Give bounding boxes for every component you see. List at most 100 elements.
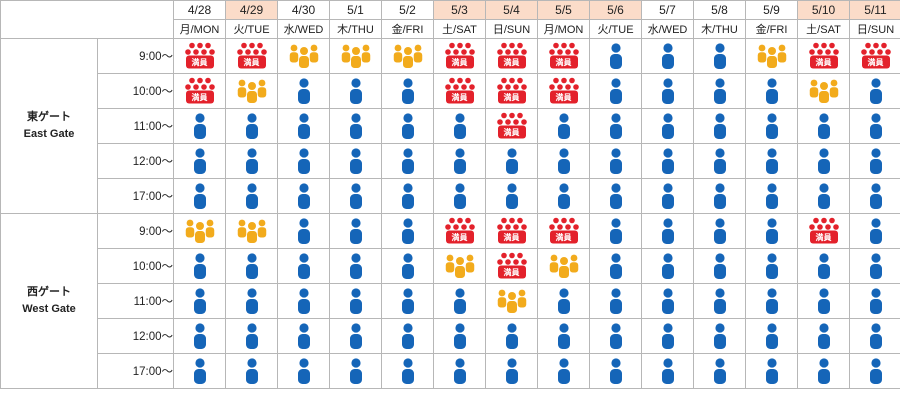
congestion-cell xyxy=(173,318,226,354)
congestion-cell xyxy=(381,318,434,354)
congestion-cell xyxy=(589,213,642,249)
congestion-cell xyxy=(329,283,382,319)
person-icon xyxy=(869,358,883,384)
congestion-cell xyxy=(485,353,538,389)
congestion-cell xyxy=(329,353,382,389)
date-header: 4/30 xyxy=(277,0,330,20)
time-slot-row: 11:00～ 満員 xyxy=(1,108,900,144)
congestion-cell xyxy=(641,38,694,74)
congestion-cell xyxy=(225,353,278,389)
congestion-cell xyxy=(745,38,798,74)
congestion-cell xyxy=(485,318,538,354)
person-icon xyxy=(713,323,727,349)
full-capacity-icon: 満員 xyxy=(547,77,581,105)
congestion-cell xyxy=(225,178,278,214)
congestion-cell xyxy=(641,178,694,214)
time-label: 12:00～ xyxy=(97,143,174,179)
congestion-cell xyxy=(381,178,434,214)
weekday-header: 金/FRI xyxy=(745,19,798,39)
congestion-cell xyxy=(641,73,694,109)
congestion-cell xyxy=(485,283,538,319)
person-icon xyxy=(609,323,623,349)
congestion-cell xyxy=(589,143,642,179)
person-icon xyxy=(193,148,207,174)
date-header: 4/29 xyxy=(225,0,278,20)
full-capacity-label: 満員 xyxy=(815,233,832,242)
person-icon xyxy=(193,183,207,209)
congestion-cell xyxy=(433,178,486,214)
person-icon xyxy=(297,148,311,174)
crowd-icon xyxy=(547,253,581,279)
full-capacity-label: 満員 xyxy=(503,233,520,242)
person-icon xyxy=(557,358,571,384)
crowd-icon xyxy=(183,218,217,244)
person-icon xyxy=(401,113,415,139)
person-icon xyxy=(661,218,675,244)
congestion-cell xyxy=(381,353,434,389)
person-icon xyxy=(713,113,727,139)
person-icon xyxy=(609,43,623,69)
congestion-cell xyxy=(693,283,746,319)
congestion-cell: 満員 xyxy=(537,213,590,249)
person-icon xyxy=(661,253,675,279)
congestion-cell xyxy=(173,283,226,319)
person-icon xyxy=(869,288,883,314)
weekday-header: 木/THU xyxy=(693,19,746,39)
congestion-cell xyxy=(537,283,590,319)
person-icon xyxy=(349,183,363,209)
person-icon xyxy=(661,43,675,69)
congestion-cell xyxy=(589,73,642,109)
full-capacity-label: 満員 xyxy=(451,58,468,67)
person-icon xyxy=(609,78,623,104)
date-header: 5/1 xyxy=(329,0,382,20)
full-capacity-label: 満員 xyxy=(503,128,520,137)
person-icon xyxy=(609,358,623,384)
person-icon xyxy=(297,323,311,349)
date-header: 5/4 xyxy=(485,0,538,20)
time-slot-row: 西ゲート West Gate 9:00～ 満員 満員 満員 満員 xyxy=(0,213,900,389)
full-capacity-icon: 満員 xyxy=(807,42,841,70)
congestion-cell xyxy=(589,318,642,354)
person-icon xyxy=(453,358,467,384)
crowd-icon xyxy=(287,43,321,69)
person-icon xyxy=(401,358,415,384)
congestion-cell xyxy=(849,353,900,389)
full-capacity-label: 満員 xyxy=(555,58,572,67)
congestion-cell xyxy=(433,318,486,354)
congestion-cell xyxy=(693,38,746,74)
date-header: 5/7 xyxy=(641,0,694,20)
congestion-cell xyxy=(537,143,590,179)
full-capacity-label: 満員 xyxy=(191,93,208,102)
full-capacity-label: 満員 xyxy=(503,93,520,102)
person-icon xyxy=(349,323,363,349)
congestion-cell xyxy=(849,318,900,354)
congestion-cell xyxy=(693,73,746,109)
person-icon xyxy=(817,358,831,384)
congestion-cell: 満員 xyxy=(797,213,850,249)
gate-name-en: West Gate xyxy=(22,303,76,315)
crowd-icon xyxy=(495,288,529,314)
person-icon xyxy=(297,288,311,314)
congestion-cell xyxy=(329,143,382,179)
congestion-cell xyxy=(225,213,278,249)
person-icon xyxy=(661,113,675,139)
time-slot-row: 10:00～ 満員 xyxy=(1,248,900,284)
person-icon xyxy=(765,148,779,174)
full-capacity-label: 満員 xyxy=(867,58,884,67)
time-label: 12:00～ xyxy=(97,318,174,354)
congestion-cell xyxy=(797,143,850,179)
congestion-cell xyxy=(589,178,642,214)
crowd-icon xyxy=(391,43,425,69)
full-capacity-icon: 満員 xyxy=(495,42,529,70)
congestion-cell xyxy=(849,108,900,144)
person-icon xyxy=(193,323,207,349)
person-icon xyxy=(401,323,415,349)
person-icon xyxy=(869,183,883,209)
congestion-cell xyxy=(641,213,694,249)
person-icon xyxy=(869,148,883,174)
gate-name-en: East Gate xyxy=(23,128,75,140)
congestion-cell xyxy=(641,318,694,354)
person-icon xyxy=(661,183,675,209)
congestion-cell xyxy=(277,143,330,179)
person-icon xyxy=(609,148,623,174)
